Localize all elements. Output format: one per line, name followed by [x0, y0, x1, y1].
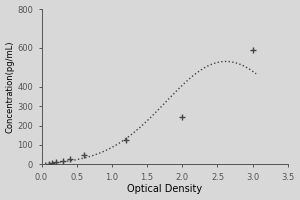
- X-axis label: Optical Density: Optical Density: [127, 184, 202, 194]
- Y-axis label: Concentration(pg/mL): Concentration(pg/mL): [6, 40, 15, 133]
